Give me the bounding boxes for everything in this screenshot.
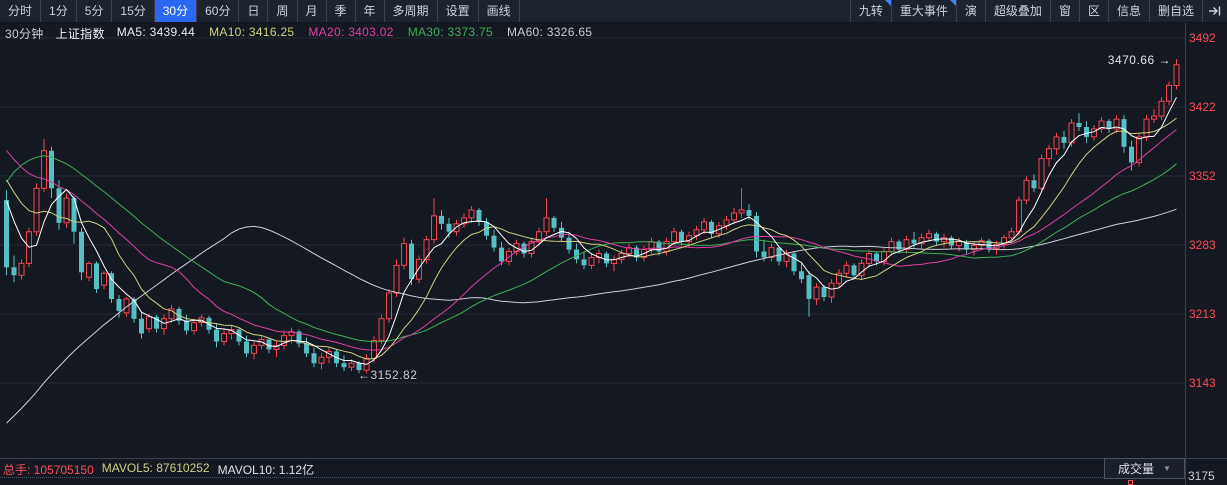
button-super-overlay[interactable]: 超级叠加 <box>984 0 1050 22</box>
pane-divider <box>0 458 1227 459</box>
ma5-line <box>6 97 1177 365</box>
button-remove-watchlist[interactable]: 删自选 <box>1148 0 1202 22</box>
ma10-line <box>6 117 1177 360</box>
period-tabs: 分时 1分 5分 15分 30分 60分日周月季年多周期 设置 画线 <box>0 0 520 22</box>
ma-readout-20: MA20: 3403.02 <box>308 25 394 39</box>
low-price-annotation: ←3152.82 <box>358 368 418 382</box>
volume-header: 总手: 105705150 MAVOL5: 87610252 MAVOL10: 1.… <box>3 461 314 478</box>
toolbar: 分时 1分 5分 15分 30分 60分日周月季年多周期 设置 画线 九转 重大事件演超级叠加窗… <box>0 0 1227 23</box>
price-tick-3213: 3213 <box>1189 307 1216 321</box>
volume-axis-label: 3175 <box>1188 469 1215 483</box>
price-tick-3422: 3422 <box>1189 100 1216 114</box>
volume-gridline <box>0 477 1185 478</box>
ma60-line <box>6 208 1177 424</box>
button-major-events[interactable]: 重大事件 <box>890 0 956 22</box>
tab-5min[interactable]: 5分 <box>77 0 113 22</box>
tab-fenshi[interactable]: 分时 <box>0 0 42 22</box>
ma-readouts: MA5: 3439.44 MA10: 3416.25 MA20: 3403.02 MA… <box>117 25 593 42</box>
button-window[interactable]: 窗 <box>1049 0 1079 22</box>
arrow-right-icon: → <box>1158 53 1171 67</box>
volume-stat-1: MAVOL5: 87610252 <box>101 461 210 475</box>
ma-readout-5: MA5: 3439.44 <box>116 25 196 39</box>
tab-quarter[interactable]: 季 <box>327 0 356 22</box>
collapse-panel-button[interactable] <box>1202 0 1227 22</box>
tab-week[interactable]: 周 <box>268 0 298 22</box>
tab-1min[interactable]: 1分 <box>41 0 77 22</box>
gridlines <box>0 37 1185 384</box>
tab-multi-period[interactable]: 多周期 <box>385 0 438 22</box>
high-price-annotation: 3470.66 → <box>1107 53 1171 67</box>
ma-readout-30: MA30: 3373.75 <box>407 25 493 39</box>
tab-day[interactable]: 日 <box>239 0 269 22</box>
volume-stat-2: MAVOL10: 1.12亿 <box>217 463 315 477</box>
arrow-left-icon: ← <box>358 368 371 382</box>
price-tick-3143: 3143 <box>1189 376 1216 390</box>
tool-buttons: 九转 重大事件演超级叠加窗区信息 删自选 <box>849 0 1227 22</box>
price-tick-3283: 3283 <box>1189 238 1216 252</box>
tab-month[interactable]: 月 <box>298 0 327 22</box>
button-zone[interactable]: 区 <box>1078 0 1108 22</box>
arrow-right-to-bar-icon <box>1209 6 1221 16</box>
tab-60min[interactable]: 60分 <box>197 0 240 22</box>
button-info[interactable]: 信息 <box>1107 0 1149 22</box>
volume-stat-0: 总手: 105705150 <box>3 463 94 477</box>
ma20-line <box>6 129 1177 351</box>
tab-year[interactable]: 年 <box>356 0 385 22</box>
price-tick-3352: 3352 <box>1189 169 1216 183</box>
button-replay[interactable]: 演 <box>955 0 985 22</box>
indicator-selector-label: 成交量 <box>1118 462 1155 476</box>
volume-bar-stub <box>1128 480 1133 485</box>
indicator-selector[interactable]: 成交量 ▼ <box>1104 458 1185 479</box>
chart-header: 30分钟 上证指数 MA5: 3439.44 MA10: 3416.25 MA20:… <box>5 25 592 42</box>
price-tick-3492: 3492 <box>1189 31 1216 45</box>
tab-settings[interactable]: 设置 <box>438 0 479 22</box>
ma30-line <box>6 155 1177 343</box>
tab-draw-line[interactable]: 画线 <box>479 0 520 22</box>
price-axis-border <box>1185 22 1186 485</box>
period-label: 30分钟 <box>5 27 44 41</box>
chevron-down-icon: ▼ <box>1163 463 1171 473</box>
ma-readout-60: MA60: 3326.65 <box>506 25 593 39</box>
tab-30min[interactable]: 30分 <box>154 0 198 22</box>
tab-15min[interactable]: 15分 <box>112 0 155 22</box>
ma-readout-10: MA10: 3416.25 <box>209 25 295 39</box>
symbol-name: 上证指数 <box>55 27 105 41</box>
button-nine-turn[interactable]: 九转 <box>849 0 891 22</box>
